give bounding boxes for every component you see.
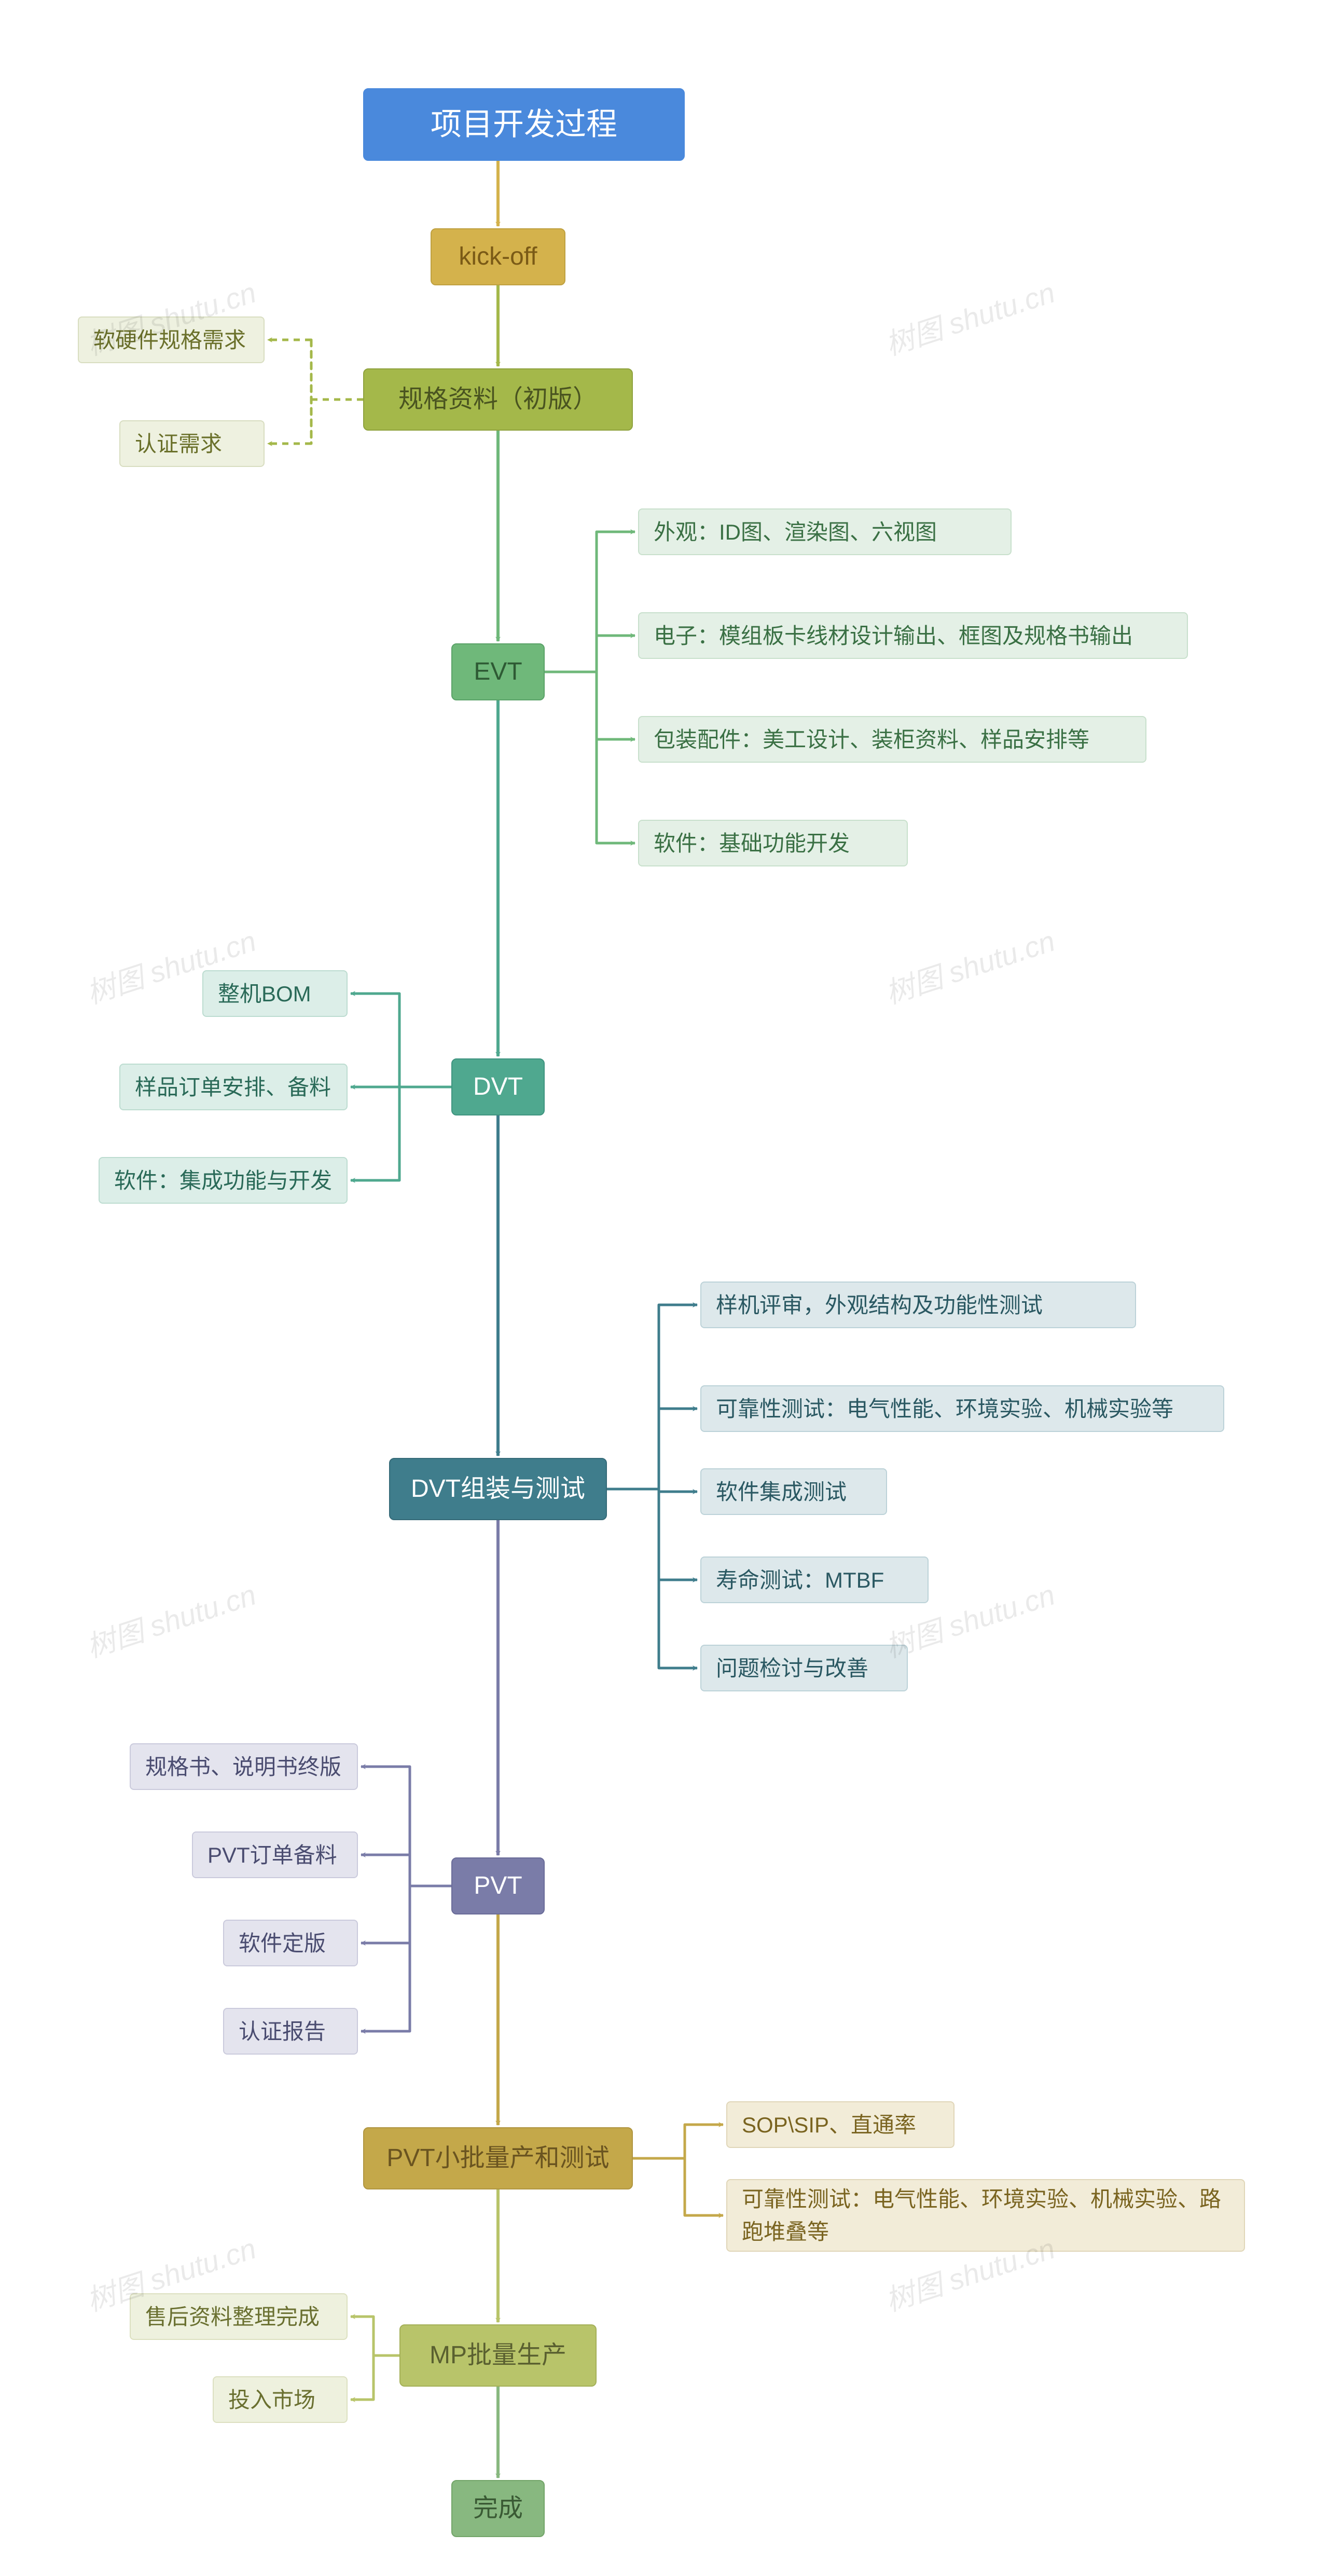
leaf-spec_left-1: 认证需求: [119, 420, 265, 467]
node-spec: 规格资料（初版）: [363, 368, 633, 431]
leaf-evt_right-3: 软件：基础功能开发: [638, 820, 908, 866]
watermark: 树图 shutu.cn: [879, 918, 1060, 1012]
watermark: 树图 shutu.cn: [80, 1572, 261, 1666]
node-dvt2: DVT组装与测试: [389, 1458, 607, 1520]
node-evt: EVT: [451, 643, 545, 700]
node-root: 项目开发过程: [363, 88, 685, 161]
leaf-pvt_left-1: PVT订单备料: [192, 1831, 358, 1878]
node-kickoff: kick-off: [431, 228, 565, 285]
watermark: 树图 shutu.cn: [879, 269, 1060, 364]
leaf-dvt_left-0: 整机BOM: [202, 970, 348, 1017]
leaf-dvt2_right-0: 样机评审，外观结构及功能性测试: [700, 1282, 1136, 1328]
node-done: 完成: [451, 2480, 545, 2537]
leaf-dvt2_right-3: 寿命测试：MTBF: [700, 1556, 929, 1603]
leaf-evt_right-1: 电子：模组板卡线材设计输出、框图及规格书输出: [638, 612, 1188, 659]
leaf-spec_left-0: 软硬件规格需求: [78, 316, 265, 363]
leaf-evt_right-2: 包装配件：美工设计、装柜资料、样品安排等: [638, 716, 1146, 763]
leaf-evt_right-0: 外观：ID图、渲染图、六视图: [638, 508, 1012, 555]
node-pvt2: PVT小批量产和测试: [363, 2127, 633, 2189]
leaf-pvt2_right-1: 可靠性测试：电气性能、环境实验、机械实验、路跑堆叠等: [726, 2179, 1245, 2252]
leaf-mp_left-1: 投入市场: [213, 2376, 348, 2423]
node-pvt: PVT: [451, 1857, 545, 1914]
leaf-dvt_left-1: 样品订单安排、备料: [119, 1064, 348, 1110]
flowchart-canvas: 项目开发过程 kick-off 规格资料（初版） EVT DVT DVT组装与测试 PVT P…: [0, 0, 1328, 2576]
leaf-dvt2_right-1: 可靠性测试：电气性能、环境实验、机械实验等: [700, 1385, 1224, 1432]
leaf-dvt2_right-2: 软件集成测试: [700, 1468, 887, 1515]
node-dvt: DVT: [451, 1058, 545, 1115]
leaf-pvt_left-3: 认证报告: [223, 2008, 358, 2055]
leaf-pvt_left-2: 软件定版: [223, 1920, 358, 1966]
leaf-dvt2_right-4: 问题检讨与改善: [700, 1645, 908, 1691]
leaf-dvt_left-2: 软件：集成功能与开发: [99, 1157, 348, 1204]
node-mp: MP批量生产: [399, 2324, 597, 2387]
leaf-mp_left-0: 售后资料整理完成: [130, 2293, 348, 2340]
leaf-pvt_left-0: 规格书、说明书终版: [130, 1743, 358, 1790]
leaf-pvt2_right-0: SOP\SIP、直通率: [726, 2101, 955, 2148]
